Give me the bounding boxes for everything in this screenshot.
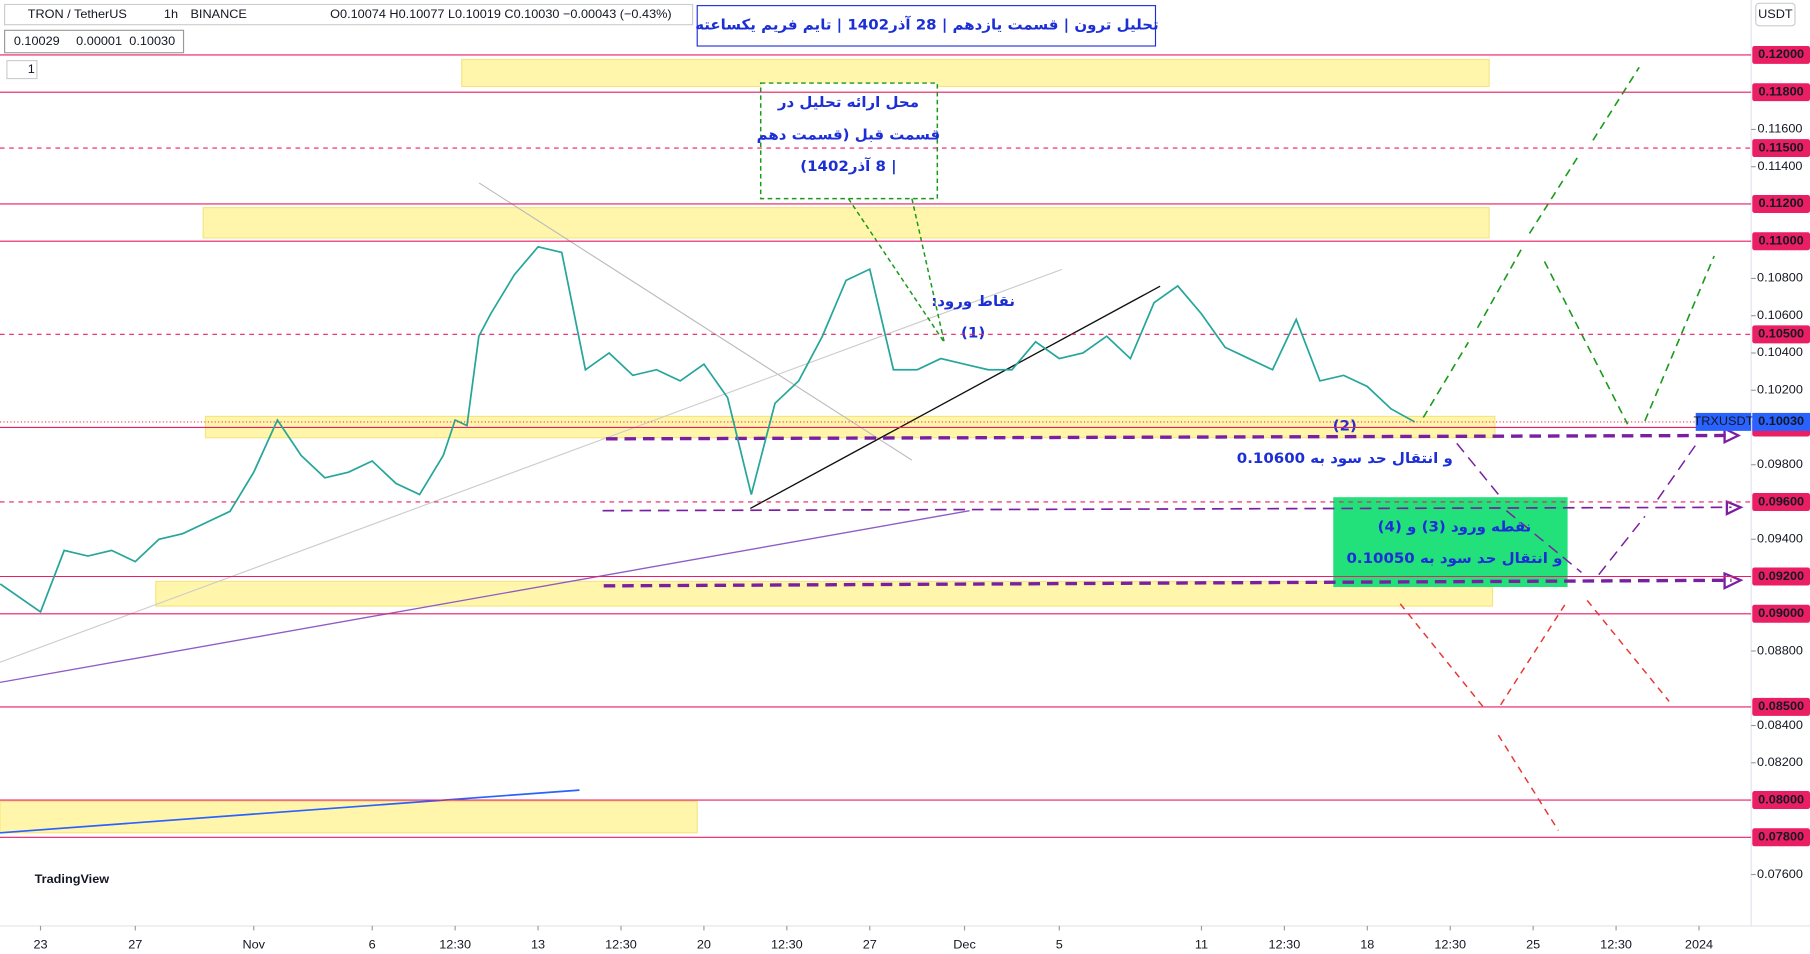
x-tick-label: 13: [531, 937, 545, 951]
level-label-box: [1752, 791, 1810, 810]
annotation: قسمت قبل (قسمت دهم: [757, 127, 941, 144]
level-label-box: [1752, 697, 1810, 716]
y-tick-label: 0.08800: [1757, 643, 1803, 657]
level-label: 0.11500: [1759, 141, 1804, 155]
spread: 0.00001: [76, 34, 122, 48]
level-label: 0.08500: [1758, 699, 1804, 713]
level-label: 0.08000: [1758, 792, 1804, 806]
indicator-count[interactable]: 1: [28, 62, 35, 76]
x-tick-label: 12:30: [1434, 937, 1466, 951]
x-tick-label: 12:30: [771, 937, 803, 951]
level-label: 0.12000: [1758, 47, 1804, 61]
currency[interactable]: USDT: [1758, 7, 1793, 21]
x-tick-label: 6: [369, 937, 376, 951]
y-tick-label: 0.10200: [1757, 383, 1803, 397]
level-label-box: [1752, 493, 1810, 511]
annotation: و انتقال حد سود به 0.10050: [1346, 550, 1562, 567]
level-label-box: [1752, 139, 1810, 158]
header: TRON / TetherUS 1h BINANCE O0.10074 H0.1…: [4, 2, 1796, 886]
bid: 0.10029: [14, 34, 60, 48]
x-tick-label: 12:30: [1600, 937, 1632, 951]
y-tick-label: 0.09800: [1757, 457, 1803, 471]
level-label-box: [1752, 567, 1810, 586]
y-tick-label: 0.11400: [1758, 159, 1803, 173]
annotation: (2): [1333, 418, 1357, 435]
drawings: تحلیل ترون | قسمت یازدهم | 28 آذر1402 | …: [0, 5, 1744, 834]
annotation: محل ارائه تحلیل در: [777, 94, 919, 111]
x-tick-label: Nov: [242, 937, 265, 951]
y-tick-label: 0.11600: [1758, 122, 1803, 136]
interval: 1h: [164, 7, 178, 21]
ohlc: O0.10074 H0.10077 L0.10019 C0.10030 −0.0…: [330, 7, 672, 21]
last-price-box: [1752, 412, 1810, 431]
y-tick-label: 0.10400: [1757, 345, 1803, 359]
x-tick-label: 2024: [1685, 937, 1713, 951]
annotation: | 8 آذر1402): [800, 157, 896, 175]
x-tick-label: 18: [1360, 937, 1374, 951]
x-tick-label: 12:30: [605, 937, 637, 951]
y-tick-label: 0.09400: [1757, 532, 1803, 546]
level-label-box: [1752, 83, 1810, 102]
y-tick-label: 0.08200: [1757, 755, 1803, 769]
level-label: 0.11800: [1759, 85, 1804, 99]
x-tick-label: 12:30: [1268, 937, 1300, 951]
annotation: و انتقال حد سود به 0.10600: [1237, 450, 1453, 467]
level-label: 0.11000: [1759, 234, 1804, 248]
level-label-box: [1752, 45, 1810, 64]
x-tick-label: 25: [1526, 937, 1540, 951]
level-label: 0.09200: [1758, 569, 1804, 583]
level-label-box: [1752, 828, 1810, 847]
x-tick-label: 20: [697, 937, 711, 951]
symbol: TRON / TetherUS: [28, 7, 127, 21]
x-tick-label: 12:30: [439, 937, 471, 951]
x-tick-label: 5: [1056, 937, 1063, 951]
x-tick-label: 23: [33, 937, 47, 951]
exchange: BINANCE: [190, 7, 246, 21]
y-tick-label: 0.08400: [1757, 718, 1803, 732]
annotation: (1): [961, 324, 985, 341]
x-tick-label: Dec: [953, 937, 976, 951]
level-label: 0.11200: [1759, 196, 1804, 210]
level-label: 0.09000: [1758, 606, 1804, 620]
x-tick-label: 11: [1195, 937, 1208, 951]
y-tick-label: 0.10800: [1757, 271, 1803, 285]
ask: 0.10030: [129, 34, 175, 48]
y-tick-label: 0.07600: [1757, 867, 1803, 881]
brand: TradingView: [35, 872, 110, 886]
x-tick-label: 27: [128, 937, 142, 951]
level-label: 0.09600: [1758, 494, 1804, 508]
annotation: نقاط ورود:: [931, 293, 1015, 310]
price-line: [0, 245, 1416, 614]
symbol-label: TRXUSDT: [1693, 414, 1753, 428]
level-label-box: [1752, 325, 1810, 344]
level-label: 0.07800: [1758, 830, 1804, 844]
chart-title: تحلیل ترون | قسمت یازدهم | 28 آذر1402 | …: [695, 16, 1158, 34]
x-tick-label: 27: [863, 937, 877, 951]
annotation: نقطه ورود (3) و (4): [1378, 519, 1532, 536]
last-price-label: 0.10030: [1758, 414, 1804, 428]
y-tick-label: 0.10600: [1757, 308, 1803, 322]
level-label: 0.10500: [1758, 327, 1804, 341]
level-label-box: [1752, 604, 1810, 623]
level-label-box: [1752, 232, 1810, 251]
level-label-box: [1752, 194, 1810, 213]
symbol-label-box: [1695, 412, 1752, 431]
